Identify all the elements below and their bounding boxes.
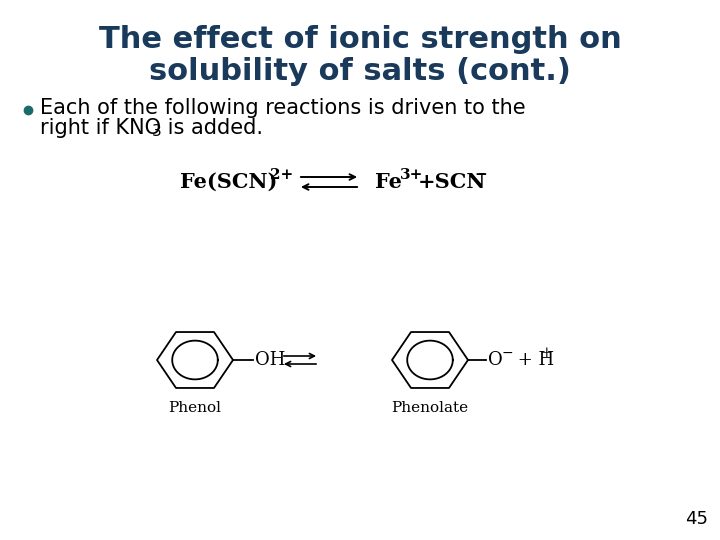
Text: Each of the following reactions is driven to the: Each of the following reactions is drive…	[40, 98, 526, 118]
Text: 2+: 2+	[270, 168, 293, 182]
Text: 3: 3	[152, 125, 162, 139]
Text: Fe(SCN): Fe(SCN)	[180, 172, 277, 192]
Text: The effect of ionic strength on: The effect of ionic strength on	[99, 25, 621, 55]
Text: Phenolate: Phenolate	[392, 401, 469, 415]
Text: is added.: is added.	[161, 118, 263, 138]
Text: + H: + H	[512, 351, 554, 369]
Text: −: −	[474, 168, 487, 182]
Text: 45: 45	[685, 510, 708, 528]
Text: Phenol: Phenol	[168, 401, 222, 415]
Text: OH: OH	[255, 351, 285, 369]
Text: solubility of salts (cont.): solubility of salts (cont.)	[149, 57, 571, 86]
Text: −: −	[502, 346, 513, 360]
Text: right if KNO: right if KNO	[40, 118, 161, 138]
Text: 3+: 3+	[400, 168, 423, 182]
Text: O: O	[488, 351, 503, 369]
Text: +: +	[540, 346, 552, 360]
Text: Fe: Fe	[375, 172, 402, 192]
Text: +SCN: +SCN	[418, 172, 487, 192]
